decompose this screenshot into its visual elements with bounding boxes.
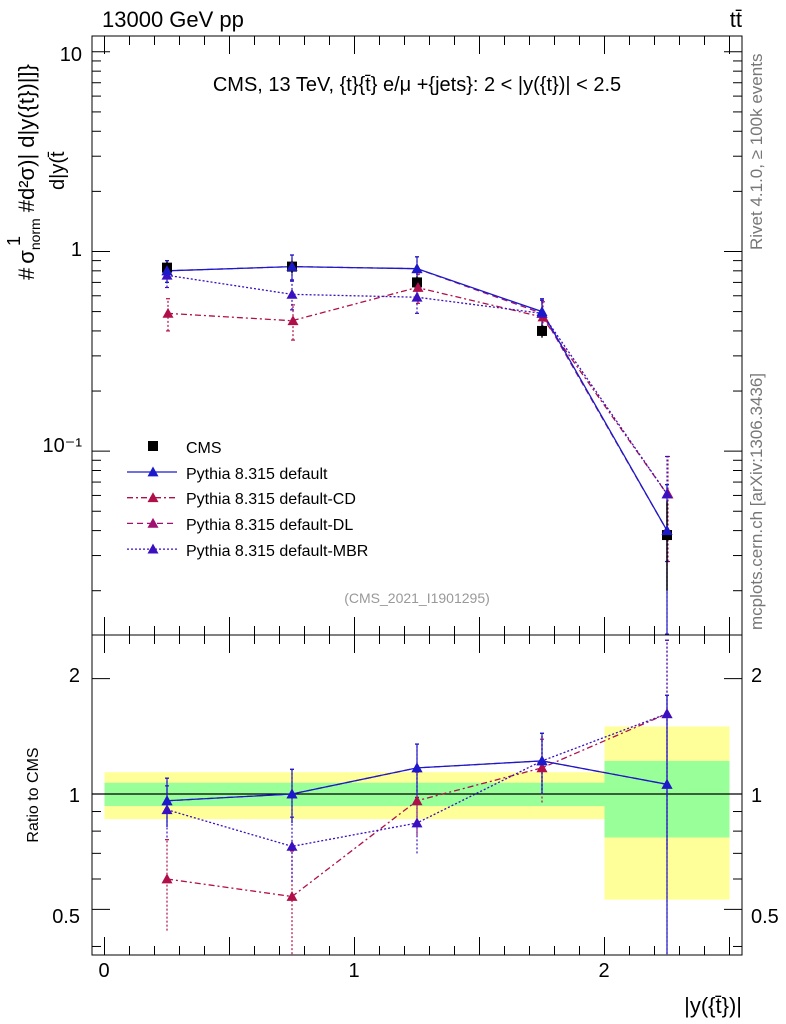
svg-text:#σnorm#d²σ)| d|y({t})|]}: #σnorm#d²σ)| d|y({t})|]} [14, 64, 43, 280]
ratio-point-default_cd [286, 891, 298, 901]
ylabel-denominator: d|y(t̄ [47, 151, 69, 190]
main-ytick-1: 1 [71, 239, 82, 261]
main-ytick-0.1: 10⁻¹ [43, 435, 83, 457]
main-panel: 10 1 10⁻¹ CMS, 13 TeV, {t}{t̄} e/μ +{jet… [43, 35, 743, 636]
legend-label-default: Pythia 8.315 default [186, 466, 328, 483]
main-ticks [92, 36, 742, 635]
legend-symbol-cms [148, 441, 158, 451]
xtick-0: 0 [98, 960, 109, 982]
ratio-series [161, 639, 673, 955]
ylabel-sigma: σ [14, 250, 39, 264]
ylabel-one: 1 [4, 236, 24, 246]
ratio-y-axis-label: Ratio to CMS [25, 747, 42, 842]
chart-title: CMS, 13 TeV, {t}{t̄} e/μ +{jets}: 2 < |y… [213, 74, 621, 96]
data-point-cms [412, 277, 422, 288]
ratio-panel: 2 1 0.5 2 1 0.5 0 1 2 [52, 634, 779, 982]
data-point-default [411, 263, 423, 274]
mcplots-label: mcplots.cern.ch [arXiv:1306.3436] [747, 373, 766, 630]
ylabel-norm: norm [27, 218, 43, 250]
data-point-default [661, 525, 673, 535]
legend-label-cms: CMS [186, 440, 222, 457]
ylabel-hash2: # [14, 199, 39, 212]
ylabel-hash1: # [14, 267, 39, 280]
ratio-ytick-1-right: 1 [751, 785, 762, 807]
data-point-default_mbr [661, 488, 673, 499]
data-point-default_mbr [286, 288, 298, 299]
legend-symbol-default_dl [147, 517, 159, 528]
data-point-default_cd [287, 315, 299, 326]
ylabel-d2: d²σ [14, 166, 39, 200]
main-series [161, 254, 674, 635]
data-point-cms [537, 325, 547, 336]
ratio-ticks [92, 635, 742, 955]
legend: CMS Pythia 8.315 default Pythia 8.315 de… [127, 440, 368, 560]
ratio-point-default [536, 755, 548, 766]
main-ytick-10: 10 [60, 44, 82, 66]
legend-label-default-dl: Pythia 8.315 default-DL [186, 517, 353, 534]
xtick-1: 1 [348, 960, 359, 982]
data-point-default_mbr [411, 291, 423, 302]
ratio-point-default_mbr [411, 817, 423, 828]
legend-symbols [127, 441, 177, 554]
xtick-2: 2 [598, 960, 609, 982]
ratio-ytick-0.5: 0.5 [52, 906, 80, 928]
legend-symbol-default_cd [147, 492, 159, 503]
ratio-point-default_cd [161, 873, 173, 884]
legend-symbol-default [147, 466, 159, 477]
data-point-cms [662, 530, 672, 541]
process-label: tt̄ [730, 7, 742, 32]
energy-label: 13000 GeV pp [102, 7, 244, 32]
x-axis-label: |y({t̄})| [684, 993, 742, 1018]
ratio-point-default [661, 778, 673, 789]
data-point-default [536, 306, 548, 316]
ratio-point-default [286, 788, 298, 799]
ratio-point-default_mbr [661, 708, 673, 719]
analysis-watermark: (CMS_2021_I1901295) [344, 590, 490, 606]
ratio-ytick-1: 1 [69, 785, 80, 807]
ratio-ytick-2-right: 2 [751, 665, 762, 687]
series-line-default_mbr [166, 274, 668, 495]
main-y-axis-label: #σnorm#d²σ)| d|y({t})|]} 1 d|y(t̄ [4, 64, 69, 280]
rivet-label: Rivet 4.1.0, ≥ 100k events [747, 54, 766, 250]
ratio-frame [91, 634, 743, 956]
series-line-default_cd [166, 286, 668, 495]
legend-label-default-mbr: Pythia 8.315 default-MBR [186, 543, 368, 560]
ratio-ytick-0.5-right: 0.5 [751, 906, 779, 928]
data-point-default [161, 265, 173, 276]
ratio-point-default [161, 795, 173, 806]
ratio-ytick-2: 2 [69, 665, 80, 687]
data-point-default_cd [412, 282, 424, 292]
ratio-point-default [411, 762, 423, 773]
ratio-point-default_cd [411, 795, 423, 806]
legend-label-default-cd: Pythia 8.315 default-CD [186, 491, 356, 508]
ylabel-tail: )| d|y({t})|]} [14, 64, 39, 167]
data-point-default_cd [162, 307, 174, 318]
ratio-point-default_cd [536, 762, 548, 773]
ratio-point-default_mbr [286, 840, 298, 851]
legend-symbol-default_mbr [147, 543, 159, 554]
data-point-default [286, 261, 298, 271]
ratio-point-default_mbr [161, 804, 173, 815]
